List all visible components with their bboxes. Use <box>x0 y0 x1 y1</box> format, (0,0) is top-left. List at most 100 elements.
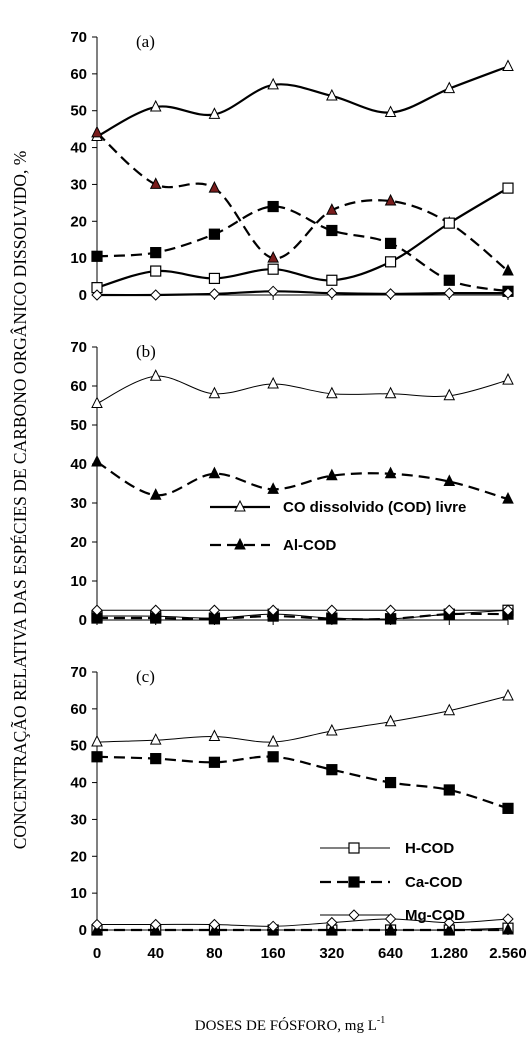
y-tick-label: 50 <box>70 103 87 120</box>
legend-marker <box>348 909 360 921</box>
data-point <box>326 764 338 776</box>
data-point <box>208 756 221 768</box>
data-point <box>267 376 279 389</box>
panel-label: (b) <box>136 342 156 361</box>
data-point <box>208 288 221 300</box>
data-point <box>502 263 514 276</box>
data-point <box>91 751 103 763</box>
data-point <box>150 247 162 259</box>
data-point <box>267 751 279 763</box>
data-point <box>443 922 456 935</box>
y-tick-label: 30 <box>70 811 87 828</box>
data-point <box>267 263 279 275</box>
data-point <box>502 604 514 616</box>
y-tick-label: 40 <box>70 775 87 792</box>
data-point <box>91 250 103 262</box>
data-point <box>91 918 103 931</box>
data-point <box>443 474 456 487</box>
data-point <box>443 703 456 716</box>
data-point <box>443 217 455 229</box>
data-point <box>384 604 397 616</box>
data-point <box>443 604 455 616</box>
data-point <box>149 488 162 500</box>
x-axis-label: DOSES DE FÓSFORO, mg L-1 <box>195 1015 385 1034</box>
x-axis-label-superscript: -1 <box>377 1015 385 1026</box>
data-point <box>150 753 162 765</box>
data-point <box>384 776 397 789</box>
data-point <box>149 99 162 112</box>
data-point <box>384 237 397 249</box>
data-point <box>91 604 103 616</box>
data-point <box>384 922 397 935</box>
data-point <box>443 388 456 401</box>
y-tick-label: 20 <box>70 848 87 865</box>
data-point <box>502 287 514 299</box>
data-point <box>326 386 338 399</box>
y-tick-label: 50 <box>70 738 87 755</box>
data-point <box>208 466 221 479</box>
y-tick-label: 40 <box>70 140 87 157</box>
data-point <box>208 604 221 616</box>
y-tick-label: 60 <box>70 66 87 83</box>
data-point <box>208 729 221 741</box>
y-tick-label: 70 <box>70 339 87 356</box>
data-point <box>384 288 397 300</box>
y-tick-label: 50 <box>70 417 87 434</box>
data-point <box>91 125 103 138</box>
x-tick-label: 320 <box>319 945 344 962</box>
data-point <box>326 88 338 101</box>
y-axis-label: CONCENTRAÇÃO RELATIVA DAS ESPÉCIES DE CA… <box>10 151 30 850</box>
y-tick-label: 60 <box>70 701 87 718</box>
data-point <box>384 714 397 727</box>
data-point <box>384 386 397 399</box>
data-point <box>91 734 103 747</box>
data-point <box>326 604 338 616</box>
series-line-al-cod <box>96 132 509 272</box>
legend-marker <box>234 499 246 512</box>
data-point <box>208 180 221 193</box>
y-tick-label: 20 <box>70 534 87 551</box>
y-tick-label: 0 <box>79 922 87 939</box>
data-point <box>384 193 397 206</box>
data-point <box>326 203 338 215</box>
y-tick-label: 10 <box>70 250 87 267</box>
data-point <box>150 265 162 277</box>
data-point <box>91 396 103 409</box>
y-tick-label: 70 <box>70 29 87 46</box>
data-point <box>208 107 221 119</box>
data-point <box>326 922 338 935</box>
data-point <box>326 274 338 286</box>
data-point <box>267 285 279 298</box>
data-point <box>150 918 162 931</box>
legend-label: H-COD <box>405 840 454 857</box>
data-point <box>443 81 456 94</box>
data-point <box>502 491 514 504</box>
x-tick-label: 0 <box>93 945 101 962</box>
data-point <box>150 289 162 301</box>
data-point <box>384 105 397 118</box>
y-tick-label: 10 <box>70 573 87 590</box>
data-point <box>502 913 514 925</box>
y-tick-label: 0 <box>79 287 87 304</box>
data-point <box>267 251 279 263</box>
data-point <box>443 287 455 299</box>
data-point <box>502 59 514 71</box>
data-point <box>502 688 514 701</box>
y-tick-label: 0 <box>79 612 87 629</box>
data-point <box>384 256 397 268</box>
series-line-co-dissolvido-cod-livre <box>96 695 509 743</box>
x-tick-label: 2.560 <box>489 945 527 962</box>
panel-label: (c) <box>136 667 155 686</box>
data-point <box>208 272 221 285</box>
data-point <box>267 482 279 494</box>
data-point <box>267 604 279 616</box>
data-point <box>502 373 514 385</box>
x-axis-label-main: DOSES DE FÓSFORO, mg L <box>195 1017 377 1034</box>
data-point <box>384 466 397 479</box>
data-point <box>150 604 162 616</box>
data-point <box>384 913 397 925</box>
x-tick-label: 1.280 <box>431 945 469 962</box>
x-tick-label: 160 <box>261 945 286 962</box>
data-point <box>443 916 455 929</box>
data-point <box>91 289 103 301</box>
